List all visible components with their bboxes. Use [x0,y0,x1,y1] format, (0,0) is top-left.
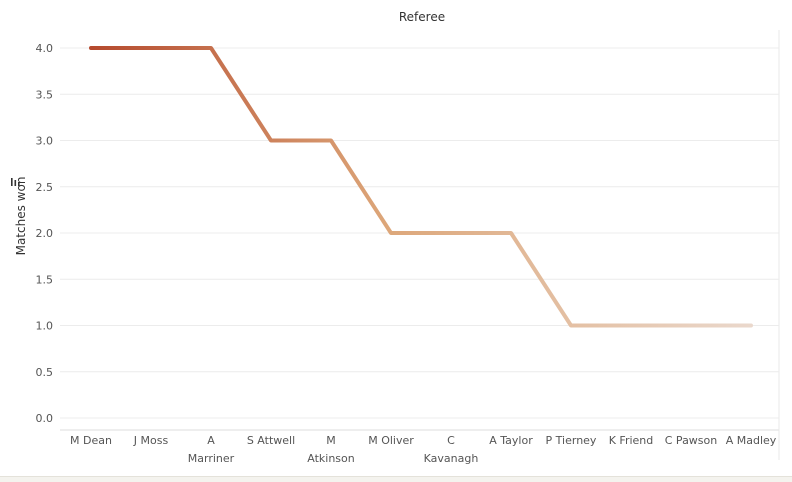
y-axis-title-group: Matches won [14,177,28,256]
chart-title: Referee [399,10,445,24]
data-point[interactable] [449,231,453,235]
sort-icon-bar [18,182,20,186]
x-tick-label: C Kavanagh [424,434,479,465]
sort-icon-bar [11,178,13,186]
x-tick-label: A Taylor [489,434,533,447]
y-tick-labels: 0.0 0.5 1.0 1.5 2.0 2.5 3.0 3.5 4.0 [36,42,54,425]
data-point[interactable] [329,139,333,143]
data-point[interactable] [629,324,633,328]
y-tick-label: 2.5 [36,181,54,194]
data-point[interactable] [389,231,393,235]
y-tick-label: 0.5 [36,366,54,379]
x-tick-label: C Pawson [665,434,718,447]
y-tick-label: 0.0 [36,412,54,425]
x-tick-label: M Atkinson [307,434,355,465]
y-tick-label: 3.0 [36,135,54,148]
y-tick-label: 4.0 [36,42,54,55]
y-axis-title: Matches won [14,177,28,256]
y-tick-label: 1.0 [36,320,54,333]
x-tick-label: A Madley [726,434,777,447]
data-point[interactable] [269,139,273,143]
sort-descending-icon[interactable] [11,178,20,186]
x-tick-label: K Friend [609,434,654,447]
y-tick-label: 3.5 [36,88,54,101]
y-tick-label: 1.5 [36,273,54,286]
x-tick-label: M Dean [70,434,112,447]
x-tick-label: M Oliver [368,434,414,447]
data-point[interactable] [149,46,153,50]
data-point[interactable] [509,231,513,235]
data-point[interactable] [89,46,93,50]
series-line[interactable] [89,46,753,328]
data-point[interactable] [209,46,213,50]
x-tick-label: J Moss [133,434,169,447]
sort-icon-bar [14,180,17,186]
x-tick-label: A Marriner [188,434,235,465]
data-point[interactable] [689,324,693,328]
y-tick-label: 2.0 [36,227,54,240]
series-lines [89,46,753,328]
x-tick-label: P Tierney [546,434,597,447]
data-point[interactable] [569,324,573,328]
x-tick-labels: M Dean J Moss A Marriner S Attwell M Atkinson M… [70,434,777,465]
x-tick-label: S Attwell [247,434,295,447]
bottom-strip [0,476,792,482]
data-point[interactable] [749,324,753,328]
